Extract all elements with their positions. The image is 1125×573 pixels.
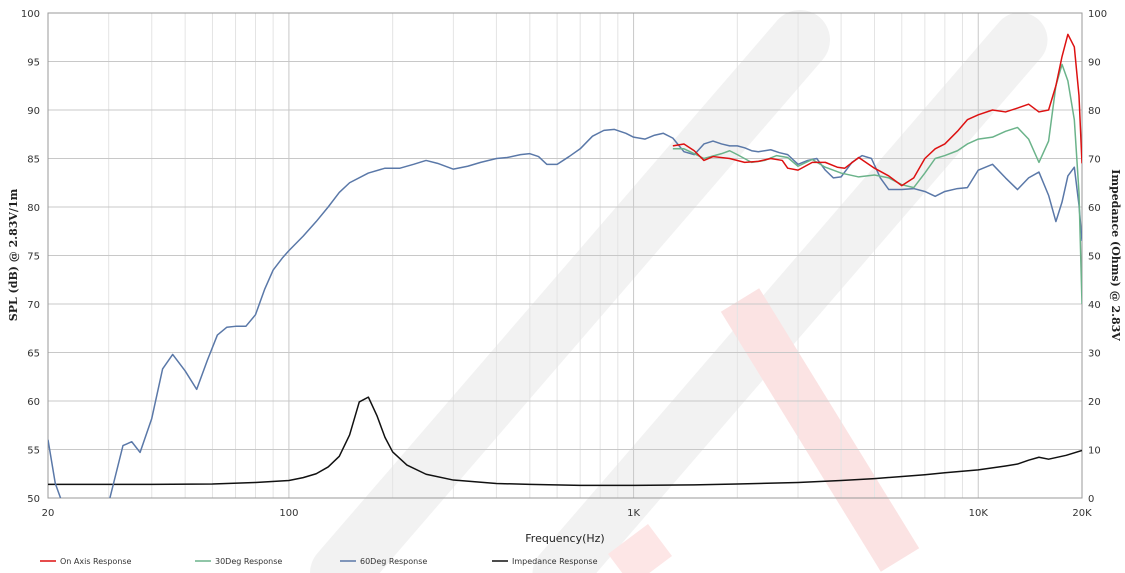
x-tick-label: 20 — [42, 508, 55, 519]
y-tick-label: 75 — [27, 252, 40, 263]
y-tick-label: 95 — [27, 58, 40, 69]
series-line-30deg-response — [672, 63, 1082, 305]
y2-axis-ticks: 0 10 20 30 40 50 60 70 80 90 100 — [1088, 9, 1107, 505]
y-tick-label: 100 — [21, 9, 40, 20]
y2-tick-label: 0 — [1088, 494, 1094, 505]
y-tick-label: 60 — [27, 397, 40, 408]
y2-tick-label: 80 — [1088, 106, 1101, 117]
x-tick-label: 10K — [969, 508, 989, 519]
legend-label-on-axis-response: On Axis Response — [60, 557, 132, 566]
y-axis-title: SPL (dB) @ 2.83V/1m — [7, 188, 20, 321]
x-tick-label: 1K — [627, 508, 640, 519]
y-tick-label: 70 — [27, 300, 40, 311]
plot-grid — [48, 12, 1082, 499]
y-axis-ticks: 50 55 60 65 70 75 80 85 90 95 100 — [21, 9, 40, 505]
y-tick-label: 80 — [27, 203, 40, 214]
x-tick-label: 20K — [1072, 508, 1092, 519]
watermark-logo — [310, 10, 1048, 573]
y-tick-label: 90 — [27, 106, 40, 117]
y-tick-label: 50 — [27, 494, 40, 505]
y2-tick-label: 20 — [1088, 397, 1101, 408]
y2-tick-label: 90 — [1088, 58, 1101, 69]
series-line-impedance-response — [48, 396, 1082, 487]
x-tick-label: 100 — [279, 508, 298, 519]
legend-label-impedance-response: Impedance Response — [512, 557, 598, 566]
y2-axis-title: Impedance (Ohms) @ 2.83V — [1109, 169, 1122, 341]
y2-tick-label: 10 — [1088, 446, 1101, 457]
x-axis-title: Frequency(Hz) — [525, 532, 604, 545]
legend: On Axis Response 30Deg Response 60Deg Resp… — [40, 557, 598, 566]
legend-label-60deg-response: 60Deg Response — [360, 557, 427, 566]
y2-tick-label: 60 — [1088, 203, 1101, 214]
series-layer — [48, 33, 1082, 498]
y-tick-label: 55 — [27, 446, 40, 457]
y-tick-label: 85 — [27, 155, 40, 166]
y2-tick-label: 50 — [1088, 252, 1101, 263]
y2-tick-label: 100 — [1088, 9, 1107, 20]
y2-tick-label: 30 — [1088, 349, 1101, 360]
series-line-on-axis-response — [672, 33, 1082, 187]
y-tick-label: 65 — [27, 349, 40, 360]
legend-label-30deg-response: 30Deg Response — [215, 557, 282, 566]
y2-tick-label: 70 — [1088, 155, 1101, 166]
y2-tick-label: 40 — [1088, 300, 1101, 311]
series-line-60deg-response — [48, 128, 1082, 498]
plot-frame — [47, 12, 1083, 499]
x-axis-ticks: 20 100 1K 10K 20K — [42, 508, 1092, 519]
